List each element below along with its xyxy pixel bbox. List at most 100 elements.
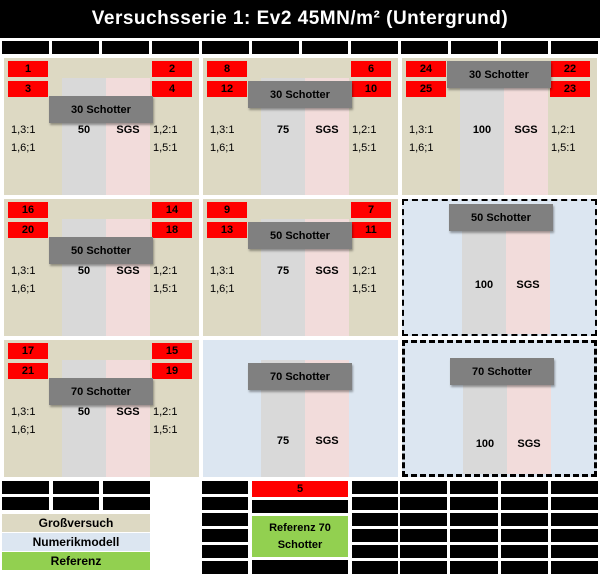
black-cell [450, 561, 498, 574]
slope-ratio: 1,2:1 [352, 265, 377, 277]
black-cell [101, 41, 149, 54]
legend-grossversuch: Großversuch [2, 514, 150, 532]
block-30schotter-50: 1 3 2 4 30 Schotter 1,3:1 1,6;1 1,2:1 1,… [4, 58, 199, 195]
black-cell [103, 497, 150, 510]
separator-column [352, 481, 398, 574]
black-cell [500, 545, 548, 558]
black-cell [450, 513, 498, 526]
slope-ratio: 1,5:1 [352, 283, 377, 295]
load-value: 75 [276, 435, 290, 447]
black-cell [550, 561, 598, 574]
legend-numerikmodell: Numerikmodell [2, 533, 150, 551]
schotter-label: 30 Schotter [49, 96, 153, 123]
schotter-label: 30 Schotter [447, 61, 551, 88]
black-cell [500, 561, 548, 574]
slope-ratio: 1,2:1 [352, 124, 377, 136]
schotter-label: 50 Schotter [449, 204, 553, 231]
slope-ratio: 1,5:1 [153, 424, 178, 436]
slope-ratio: 1,5:1 [352, 142, 377, 154]
separator-row [2, 481, 150, 494]
black-cell [52, 481, 100, 494]
black-cell [202, 529, 248, 542]
test-matrix: 1 3 2 4 30 Schotter 1,3:1 1,6;1 1,2:1 1,… [4, 58, 597, 477]
test-number-cell: 24 [406, 61, 446, 77]
slope-ratio: 1,5:1 [153, 283, 178, 295]
black-cell [451, 41, 499, 54]
black-cell [351, 41, 399, 54]
slope-ratio: 1,6;1 [210, 142, 235, 154]
slope-ratio: 1,3:1 [409, 124, 434, 136]
test-number-cell: 17 [8, 343, 48, 359]
block-70schotter-100-numerik: 70 Schotter 100 SGS [402, 340, 597, 477]
slope-ratio: 1,3:1 [11, 265, 36, 277]
test-number-cell: 14 [152, 202, 192, 218]
sgs-label: SGS [116, 265, 140, 277]
black-cell [500, 497, 548, 510]
black-cell [550, 545, 598, 558]
test-number-cell: 19 [152, 363, 192, 379]
block-70schotter-75-numerik: 70 Schotter 75 SGS [203, 340, 398, 477]
load-value: 50 [77, 406, 91, 418]
sgs-label: SGS [315, 435, 339, 447]
slope-ratio: 1,5:1 [153, 142, 178, 154]
black-cell [400, 513, 448, 526]
slope-ratio: 1,3:1 [210, 265, 235, 277]
black-cell [352, 497, 398, 510]
load-value: 50 [77, 265, 91, 277]
schotter-label: 30 Schotter [248, 81, 352, 108]
separator-grid [400, 481, 598, 574]
schotter-label: 70 Schotter [248, 363, 352, 390]
test-number-cell: 13 [207, 222, 247, 238]
black-cell [550, 481, 598, 494]
load-value: 100 [472, 124, 492, 136]
test-number-cell: 21 [8, 363, 48, 379]
sgs-label: SGS [116, 406, 140, 418]
black-cell [352, 513, 398, 526]
black-cell [501, 41, 549, 54]
black-cell [202, 545, 248, 558]
load-value: 100 [475, 438, 495, 450]
referenz-strip [506, 221, 550, 334]
slope-ratio: 1,3:1 [11, 406, 36, 418]
block-50schotter-75: 9 13 7 11 50 Schotter 1,3:1 1,6;1 1,2:1 … [203, 199, 398, 336]
black-cell [500, 513, 548, 526]
load-value: 50 [77, 124, 91, 136]
black-cell [202, 481, 248, 494]
test-number-cell: 2 [152, 61, 192, 77]
slope-ratio: 1,6;1 [11, 283, 36, 295]
load-value: 75 [276, 124, 290, 136]
sgs-label: SGS [315, 265, 339, 277]
black-cell [2, 497, 49, 510]
test-number-cell: 4 [152, 81, 192, 97]
black-cell [301, 41, 349, 54]
schotter-label: 50 Schotter [248, 222, 352, 249]
page-title: Versuchsserie 1: Ev2 45MN/m² (Untergrund… [0, 0, 600, 38]
slope-ratio: 1,2:1 [551, 124, 576, 136]
test-number-cell: 18 [152, 222, 192, 238]
grossversuch-strip [462, 221, 506, 334]
test-number-cell: 16 [8, 202, 48, 218]
sgs-label: SGS [514, 124, 538, 136]
slope-ratio: 1,5:1 [551, 142, 576, 154]
test-number-cell: 25 [406, 81, 446, 97]
schotter-label: 70 Schotter [450, 358, 554, 385]
test-number-cell: 3 [8, 81, 48, 97]
black-cell [51, 41, 99, 54]
separator-row [2, 497, 150, 510]
slope-ratio: 1,3:1 [210, 124, 235, 136]
sgs-label: SGS [516, 279, 540, 291]
black-cell [202, 561, 248, 574]
block-50schotter-100-numerik: 50 Schotter 100 SGS [402, 199, 597, 336]
black-cell [400, 545, 448, 558]
black-cell [202, 513, 248, 526]
test-number-cell: 12 [207, 81, 247, 97]
black-cell [550, 529, 598, 542]
test-number-cell: 23 [550, 81, 590, 97]
black-cell [401, 41, 449, 54]
black-cell [400, 497, 448, 510]
schotter-label: 50 Schotter [49, 237, 153, 264]
black-cell [450, 545, 498, 558]
black-cell [550, 513, 598, 526]
black-cell [400, 561, 448, 574]
